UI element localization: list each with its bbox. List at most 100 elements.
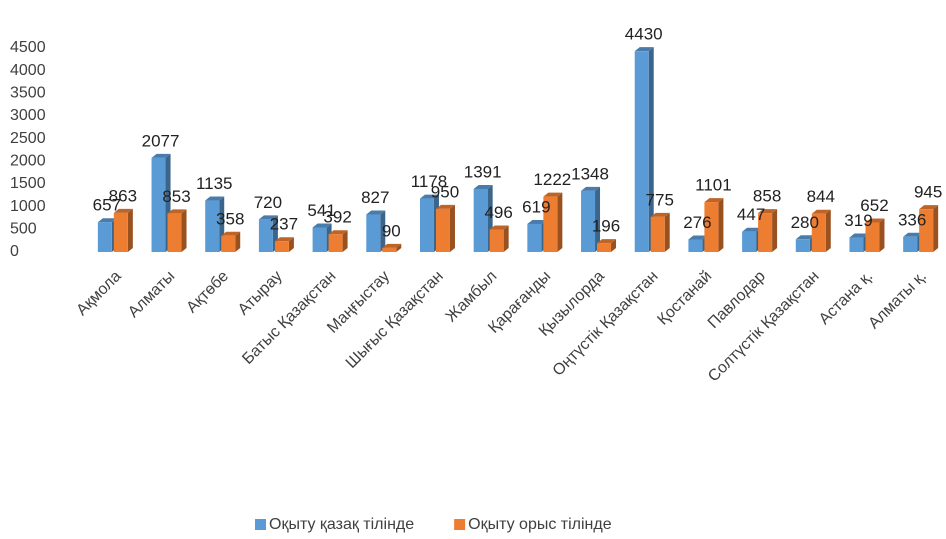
y-tick-label: 4000	[10, 62, 46, 79]
value-label: 392	[323, 208, 351, 227]
bar-side	[648, 47, 654, 252]
bar-front	[312, 227, 327, 252]
value-label: 863	[109, 186, 137, 205]
x-tick-label: Батыс Қазақстан	[239, 268, 339, 368]
bar-top	[312, 223, 332, 228]
value-label: 447	[737, 205, 765, 224]
bar-top	[597, 239, 617, 244]
x-tick-label: Алматы қ.	[865, 268, 930, 333]
bar-front	[419, 198, 434, 252]
bar-top	[704, 198, 724, 203]
bar-top	[419, 194, 439, 199]
bar-top	[473, 184, 493, 189]
bar	[758, 209, 778, 252]
bar	[543, 192, 563, 252]
value-label: 4430	[625, 25, 663, 44]
bar-front	[489, 229, 504, 252]
bar	[704, 198, 724, 252]
x-tick-label: Атырау	[235, 268, 286, 319]
value-label: 827	[361, 188, 389, 207]
bar-front	[205, 200, 220, 252]
bar-top	[758, 209, 778, 214]
legend-swatch	[255, 519, 266, 530]
value-label: 90	[382, 221, 401, 240]
value-label: 1101	[695, 176, 732, 195]
bar-side	[235, 231, 241, 252]
value-label: 720	[254, 193, 282, 212]
bar	[597, 239, 617, 252]
y-tick-label: 500	[10, 221, 37, 238]
value-label: 657	[93, 196, 121, 215]
bar-top	[581, 186, 601, 191]
bar-top	[221, 231, 241, 236]
bar-side	[127, 208, 133, 252]
legend-label: Оқыту орыс тілінде	[468, 516, 612, 533]
bar-front	[811, 213, 826, 252]
bar-front	[382, 247, 397, 252]
y-tick-label: 3500	[10, 85, 46, 102]
bar	[274, 237, 294, 252]
bar-front	[795, 239, 810, 252]
value-label: 945	[914, 183, 942, 202]
x-tick-label: Ақмола	[73, 268, 124, 319]
bar-side	[933, 205, 939, 252]
bar-front	[221, 235, 236, 252]
bar-top	[919, 205, 939, 210]
bar	[865, 218, 885, 252]
x-tick-label: Солтүстік Қазақстан	[705, 268, 823, 386]
bar	[221, 231, 241, 252]
x-tick-label: Оңтүстік Қазақстан	[550, 268, 662, 380]
bar-front	[688, 239, 703, 252]
bar-front	[167, 213, 182, 252]
bar-side	[557, 192, 563, 252]
bar-top	[849, 233, 869, 238]
bar-front	[527, 223, 542, 252]
value-label: 619	[522, 197, 550, 216]
value-label: 844	[807, 187, 835, 206]
bar-front	[543, 196, 558, 252]
x-tick-label: Ақтөбе	[183, 268, 232, 317]
y-tick-label: 2000	[10, 153, 46, 170]
bar-top	[903, 232, 923, 237]
bar-top	[650, 212, 670, 217]
bar-top	[435, 204, 455, 209]
bar	[328, 230, 348, 252]
bar-side	[503, 225, 509, 252]
value-label: 1178	[411, 172, 448, 191]
bar-front	[903, 236, 918, 252]
bar-top	[366, 210, 386, 215]
value-label: 280	[791, 213, 819, 232]
bar-front	[151, 157, 166, 252]
bar-top	[328, 230, 348, 235]
y-tick-label: 3000	[10, 107, 46, 124]
value-label: 319	[844, 211, 872, 230]
bar-top	[382, 243, 402, 248]
bar-top	[527, 219, 547, 224]
bar-front	[849, 237, 864, 252]
bar	[167, 209, 187, 252]
value-label: 1135	[196, 174, 233, 193]
bar-top	[865, 218, 885, 223]
bar-front	[274, 241, 289, 252]
bar-side	[181, 209, 187, 252]
bar-top	[634, 47, 654, 52]
value-label: 276	[683, 213, 711, 232]
bar-front	[435, 208, 450, 252]
bar-top	[543, 192, 563, 197]
bar-top	[811, 209, 831, 214]
bar-front	[758, 213, 773, 252]
bar-front	[97, 222, 112, 252]
bar-side	[664, 212, 670, 252]
bar-top	[795, 235, 815, 240]
bar-side	[825, 209, 831, 252]
value-label: 336	[898, 210, 926, 229]
bar-side	[718, 198, 724, 252]
y-tick-label: 0	[10, 243, 19, 260]
bar-front	[597, 243, 612, 252]
legend-swatch	[454, 519, 466, 530]
bar	[489, 225, 509, 252]
bar-side	[380, 210, 386, 252]
y-tick-label: 2500	[10, 130, 46, 147]
bar-side	[449, 204, 455, 252]
